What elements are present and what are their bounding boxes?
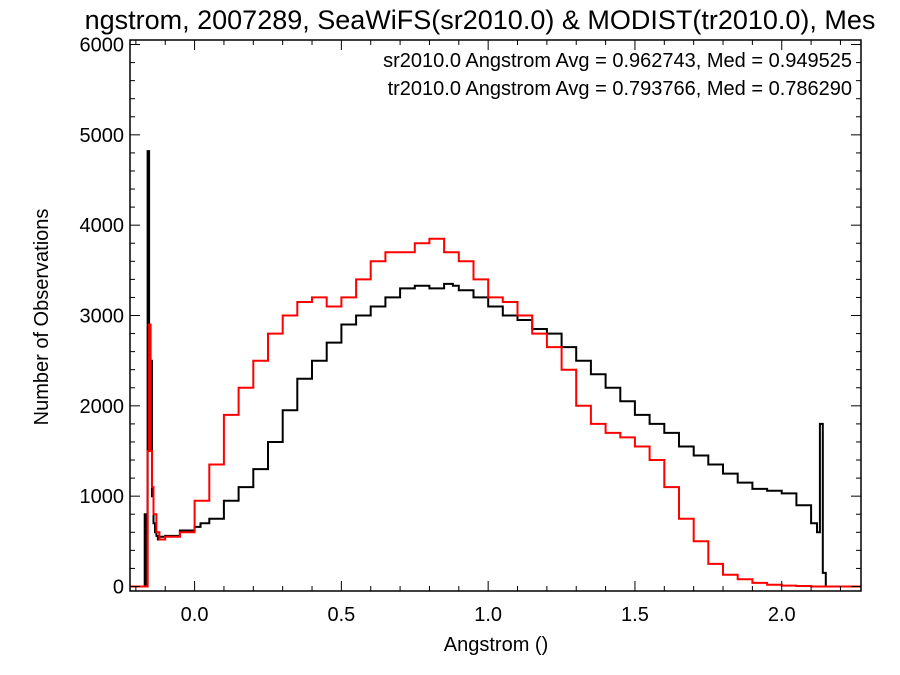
y-axis-label: Number of Observations [31,209,53,426]
x-tick-label: 1.5 [621,604,649,626]
y-tick-label: 3000 [80,306,125,328]
x-tick-label: 0.0 [181,604,209,626]
y-tick-label: 1000 [80,486,125,508]
x-axis-label: Angstrom () [444,634,548,656]
y-tick-label: 6000 [80,35,125,57]
axis-ticks: 0.0 0.5 1.0 1.5 2.0 0 1000 2000 3000 4000 5000 6000 [80,35,861,626]
plot-frame [129,39,862,592]
x-tick-label: 1.0 [474,604,502,626]
chart-title: ngstrom, 2007289, SeaWiFS(sr2010.0) & MO… [85,5,876,35]
y-tick-label: 4000 [80,215,125,237]
plot-area [130,150,861,588]
series-line-0 [130,150,861,588]
annotation-sr2010: sr2010.0 Angstrom Avg = 0.962743, Med = … [383,50,852,72]
y-tick-label: 5000 [80,125,125,147]
y-tick-label: 0 [113,576,124,598]
x-tick-label: 0.5 [327,604,355,626]
series-line-1 [130,237,861,588]
x-tick-label: 2.0 [768,604,796,626]
annotation-tr2010: tr2010.0 Angstrom Avg = 0.793766, Med = … [388,78,852,100]
y-tick-label: 2000 [80,396,125,418]
